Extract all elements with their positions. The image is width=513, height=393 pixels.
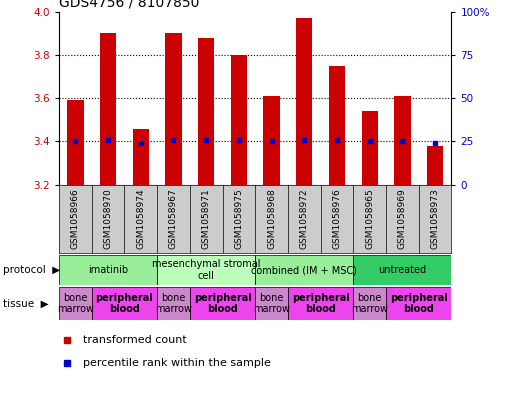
Text: GSM1058966: GSM1058966: [71, 189, 80, 250]
Bar: [362, 111, 378, 185]
Text: peripheral
blood: peripheral blood: [193, 293, 251, 314]
Text: tissue  ▶: tissue ▶: [3, 299, 48, 309]
Bar: [427, 146, 443, 185]
Bar: [157, 287, 190, 320]
Bar: [255, 287, 288, 320]
Text: GSM1058976: GSM1058976: [332, 189, 342, 250]
Bar: [67, 100, 84, 185]
Text: bone
marrow: bone marrow: [253, 293, 290, 314]
Bar: [92, 287, 157, 320]
Text: GDS4756 / 8107850: GDS4756 / 8107850: [59, 0, 200, 9]
Text: GSM1058970: GSM1058970: [104, 189, 112, 250]
Bar: [353, 287, 386, 320]
Bar: [231, 55, 247, 185]
Text: GSM1058972: GSM1058972: [300, 189, 309, 250]
Text: GSM1058969: GSM1058969: [398, 189, 407, 250]
Bar: [263, 96, 280, 185]
Bar: [100, 33, 116, 185]
Text: protocol  ▶: protocol ▶: [3, 265, 60, 275]
Text: bone
marrow: bone marrow: [57, 293, 94, 314]
Text: GSM1058968: GSM1058968: [267, 189, 276, 250]
Text: percentile rank within the sample: percentile rank within the sample: [83, 358, 270, 368]
Bar: [353, 255, 451, 285]
Bar: [255, 255, 353, 285]
Bar: [165, 33, 182, 185]
Bar: [132, 129, 149, 185]
Text: mesenchymal stromal
cell: mesenchymal stromal cell: [152, 259, 261, 281]
Bar: [190, 287, 255, 320]
Text: peripheral
blood: peripheral blood: [390, 293, 448, 314]
Text: GSM1058965: GSM1058965: [365, 189, 374, 250]
Bar: [386, 287, 451, 320]
Bar: [288, 287, 353, 320]
Text: peripheral
blood: peripheral blood: [95, 293, 153, 314]
Bar: [329, 66, 345, 185]
Text: GSM1058967: GSM1058967: [169, 189, 178, 250]
Text: transformed count: transformed count: [83, 336, 186, 345]
Text: bone
marrow: bone marrow: [351, 293, 388, 314]
Text: untreated: untreated: [378, 265, 426, 275]
Text: imatinib: imatinib: [88, 265, 128, 275]
Text: GSM1058971: GSM1058971: [202, 189, 211, 250]
Bar: [59, 287, 92, 320]
Bar: [157, 255, 255, 285]
Text: peripheral
blood: peripheral blood: [292, 293, 349, 314]
Text: GSM1058974: GSM1058974: [136, 189, 145, 250]
Text: GSM1058973: GSM1058973: [430, 189, 440, 250]
Text: GSM1058975: GSM1058975: [234, 189, 243, 250]
Bar: [296, 18, 312, 185]
Bar: [394, 96, 410, 185]
Text: combined (IM + MSC): combined (IM + MSC): [251, 265, 357, 275]
Bar: [198, 38, 214, 185]
Text: bone
marrow: bone marrow: [155, 293, 192, 314]
Bar: [59, 255, 157, 285]
